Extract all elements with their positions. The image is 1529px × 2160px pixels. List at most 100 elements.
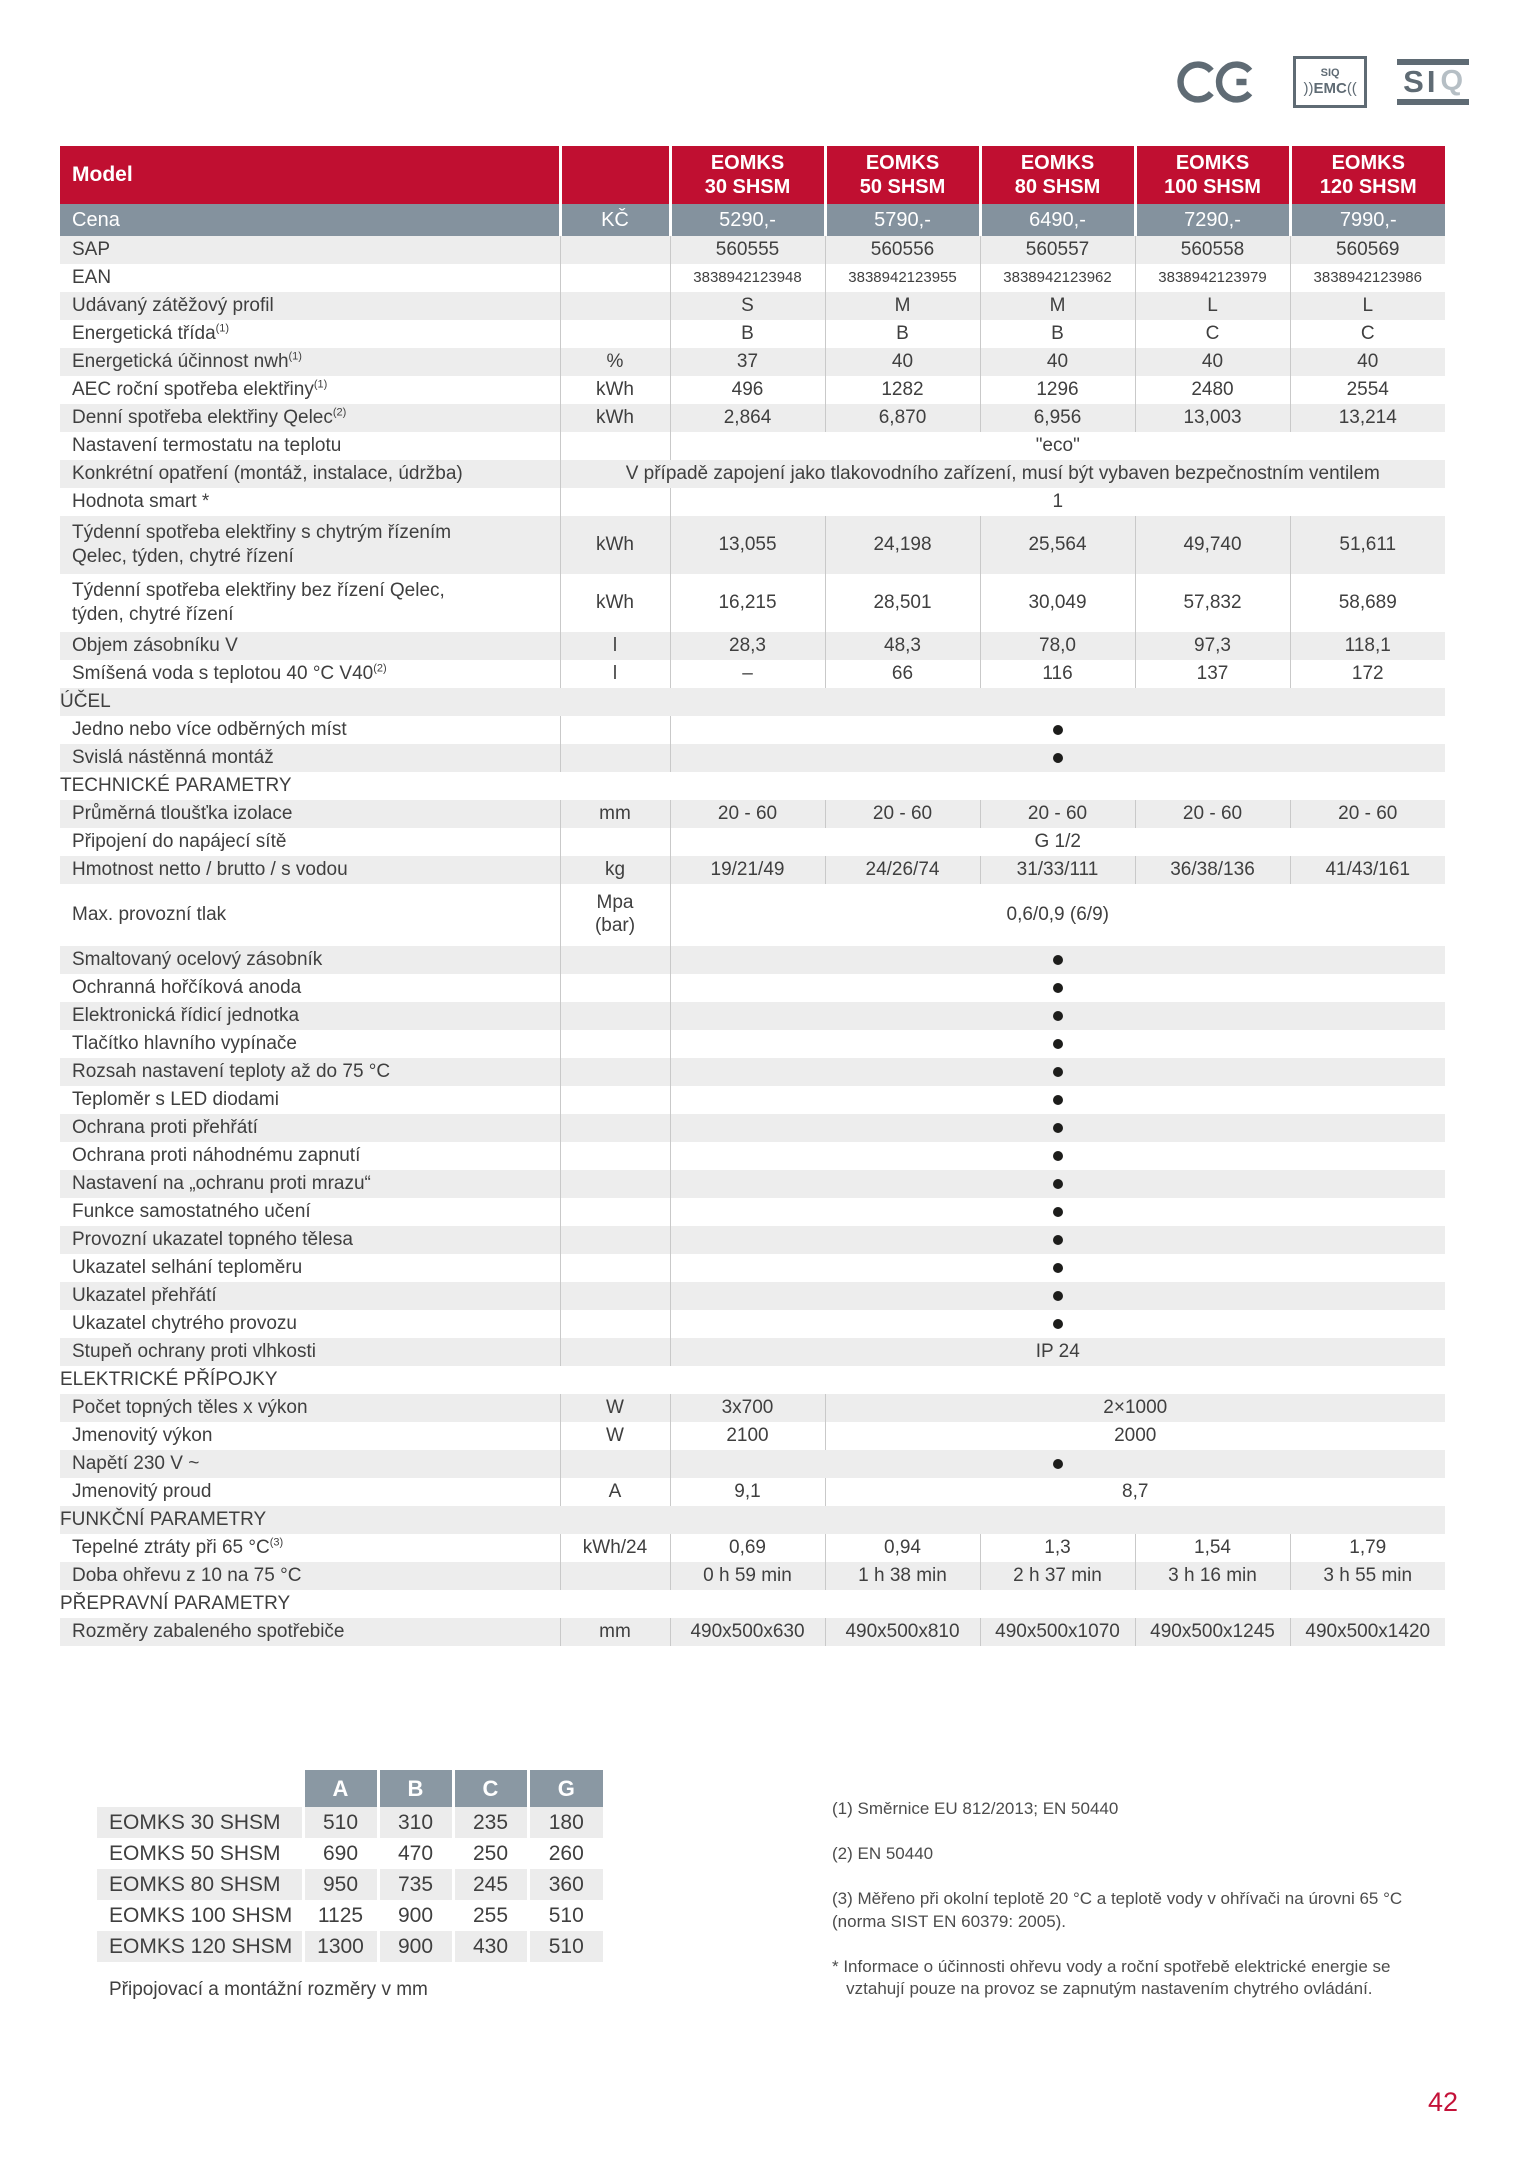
row-label-text: Jmenovitý výkon [72, 1425, 213, 1447]
spec-row: Nastavení na „ochranu proti mrazu“ [60, 1170, 1445, 1198]
value-cell [669, 1114, 1445, 1142]
dimensions-caption: Připojovací a montážní rozměry v mm [109, 1979, 428, 2000]
row-label-text: Napětí 230 V ~ [72, 1453, 200, 1475]
unit-text: kWh [596, 533, 634, 555]
unit-cell [559, 1086, 670, 1114]
price-value: 7290,- [1133, 204, 1290, 236]
row-label-text: Smaltovaný ocelový zásobník [72, 949, 323, 971]
value-cell: 118,1 [1289, 632, 1445, 660]
value-cell: 1296 [979, 376, 1135, 404]
dimensions-block: A B C G EOMKS 30 SHSM 510 310 235 180 EOMKS 50 SH… [97, 1770, 603, 2001]
row-label-text: Ochranná hořčíková anoda [72, 977, 302, 999]
dims-model-label: EOMKS 80 SHSM [97, 1869, 303, 1900]
row-label: Nastavení na „ochranu proti mrazu“ [60, 1170, 560, 1198]
spec-row: Ochranná hořčíková anoda [60, 974, 1445, 1002]
row-label-text: Rozměry zabaleného spotřebiče [72, 1621, 345, 1643]
value-text: 49,740 [1183, 533, 1242, 555]
value-text: V případě zapojení jako tlakovodního zař… [625, 462, 1380, 484]
row-label-text: Elektronická řídicí jednotka [72, 1005, 300, 1027]
row-label: Jmenovitý výkon [60, 1422, 560, 1450]
value-cell: 2100 [669, 1422, 825, 1450]
value-cell [669, 1310, 1445, 1338]
row-label: Průměrná tloušťka izolace [60, 800, 560, 828]
spec-row: SAP 560555 560556 560557 560558 560569 [60, 236, 1445, 264]
unit-cell: % [559, 348, 670, 376]
siq-emc-top-label: SIQ [1320, 67, 1340, 79]
value-text: B [896, 322, 909, 344]
row-label-text: Objem zásobníku V [72, 635, 238, 657]
unit-text: W [606, 1424, 624, 1446]
spec-row: Tepelné ztráty při 65 °C(3) kWh/24 0,69 0,9… [60, 1534, 1445, 1562]
spec-row: Teploměr s LED diodami [60, 1086, 1445, 1114]
unit-text: % [606, 350, 624, 372]
dims-value-cell: 255 [451, 1900, 528, 1931]
unit-text: mm [599, 1620, 631, 1642]
emc-left-arcs-icon: )) [1303, 80, 1314, 97]
spec-row: Rozsah nastavení teploty až do 75 °C [60, 1058, 1445, 1086]
row-label-line2: týden, chytré řízení [72, 604, 234, 625]
value-cell: 37 [669, 348, 825, 376]
value-text: 1,3 [1044, 1536, 1071, 1558]
value-cell: 2×1000 [824, 1394, 1445, 1422]
value-cell: 3838942123986 [1289, 264, 1445, 292]
row-label: Rozměry zabaleného spotřebiče [60, 1618, 560, 1646]
model-header-row: Model EOMKS 30 SHSM EOMKS 50 SHSM EOMKS 80 SHS… [60, 146, 1445, 204]
row-label: Týdenní spotřeba elektřiny bez řízení Qe… [60, 574, 560, 632]
value-cell: 78,0 [979, 632, 1135, 660]
value-cell: 490x500x1245 [1134, 1618, 1290, 1646]
row-label: Ukazatel chytrého provozu [60, 1310, 560, 1338]
value-cell: B [669, 320, 825, 348]
unit-cell: kg [559, 856, 670, 884]
value-text: 3 h 55 min [1323, 1564, 1413, 1586]
value-cell: 20 - 60 [669, 800, 825, 828]
dims-row: EOMKS 50 SHSM 690 470 250 260 [97, 1838, 603, 1869]
row-label-text: Týdenní spotřeba elektřiny bez řízení Qe… [72, 580, 445, 602]
dims-value-cell: 235 [451, 1807, 528, 1838]
row-label-text: Týdenní spotřeba elektřiny s chytrým říz… [72, 522, 452, 544]
row-label: Nastavení termostatu na teplotu [60, 432, 560, 460]
value-text: 58,689 [1338, 591, 1397, 613]
value-cell [669, 1058, 1445, 1086]
value-text: 97,3 [1194, 634, 1231, 656]
dims-body: EOMKS 30 SHSM 510 310 235 180 EOMKS 50 SHSM 69… [97, 1807, 603, 1962]
row-label: SAP [60, 236, 560, 264]
value-text: 41/43/161 [1325, 858, 1411, 880]
unit-cell [559, 320, 670, 348]
value-cell [669, 946, 1445, 974]
value-text: 3838942123962 [1003, 269, 1112, 286]
spec-row: Konkrétní opatření (montáž, instalace, ú… [60, 460, 1445, 488]
value-cell: 490x500x1070 [979, 1618, 1135, 1646]
unit-text: kg [604, 858, 626, 880]
model-size: 120 SHSM [1319, 176, 1417, 198]
page-number: 42 [1428, 2087, 1459, 2117]
spec-row: Rozměry zabaleného spotřebiče mm 490x500x6… [60, 1618, 1445, 1646]
row-label-text: Počet topných těles x výkon [72, 1397, 308, 1419]
dims-value-cell: 245 [451, 1869, 528, 1900]
row-label-text: Doba ohřevu z 10 na 75 °C [72, 1565, 302, 1587]
price-label: Cena [60, 204, 560, 236]
value-text: M [894, 294, 911, 316]
price-value: 7990,- [1288, 204, 1445, 236]
row-label-text: Ukazatel přehřátí [72, 1285, 217, 1307]
spec-row: Ukazatel přehřátí [60, 1282, 1445, 1310]
value-text: 0,69 [729, 1536, 766, 1558]
spec-row: Hodnota smart * 1 [60, 488, 1445, 516]
value-cell [669, 974, 1445, 1002]
row-label-text: Konkrétní opatření (montáž, instalace, ú… [72, 463, 463, 485]
value-text: 2554 [1346, 378, 1389, 400]
unit-text: W [606, 1396, 624, 1418]
value-cell [669, 1030, 1445, 1058]
value-text: G 1/2 [1034, 830, 1081, 852]
model-header-cell: EOMKS 80 SHSM [978, 146, 1135, 204]
value-text: 2480 [1191, 378, 1234, 400]
value-text: 1,79 [1349, 1536, 1387, 1558]
row-label-text: Nastavení termostatu na teplotu [72, 435, 342, 457]
unit-cell [559, 1338, 670, 1366]
model-size: 50 SHSM [859, 176, 946, 198]
value-text: 1296 [1036, 378, 1079, 400]
value-cell: 20 - 60 [824, 800, 980, 828]
dims-row: EOMKS 100 SHSM 1125 900 255 510 [97, 1900, 603, 1931]
row-label-text: Energetická třída [72, 323, 216, 345]
value-text: 3 h 16 min [1168, 1564, 1257, 1586]
spec-row: Jmenovitý proud A 9,1 8,7 [60, 1478, 1445, 1506]
